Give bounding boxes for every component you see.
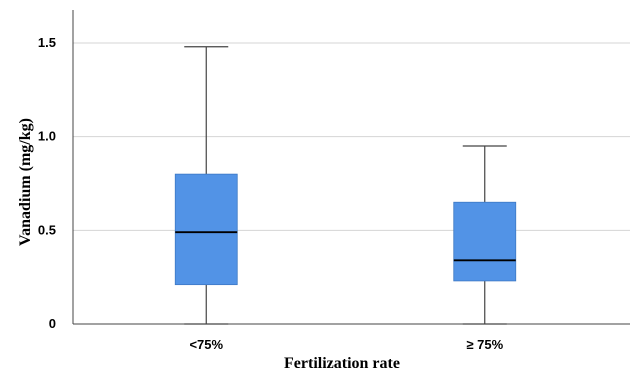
y-axis-label: Vanadium (mg/kg) <box>17 118 34 246</box>
x-tick-labels: <75% ≥ 75% <box>189 337 503 352</box>
y-tick-label: 0 <box>49 316 56 331</box>
iqr-box <box>174 173 238 286</box>
x-tick-label: ≥ 75% <box>466 337 503 352</box>
y-tick-labels: 0 0.5 1.0 1.5 <box>38 35 56 331</box>
y-tick-label: 1.5 <box>38 35 56 50</box>
gridlines <box>73 42 630 231</box>
y-tick-label: 0.5 <box>38 222 56 237</box>
boxes <box>174 46 517 325</box>
y-tick-label: 1.0 <box>38 129 56 144</box>
box-group <box>174 46 238 325</box>
iqr-box <box>453 201 517 282</box>
x-tick-label: <75% <box>189 337 223 352</box>
box-group <box>453 145 517 325</box>
axes <box>72 10 630 325</box>
x-axis-label: Fertilization rate <box>284 355 400 372</box>
